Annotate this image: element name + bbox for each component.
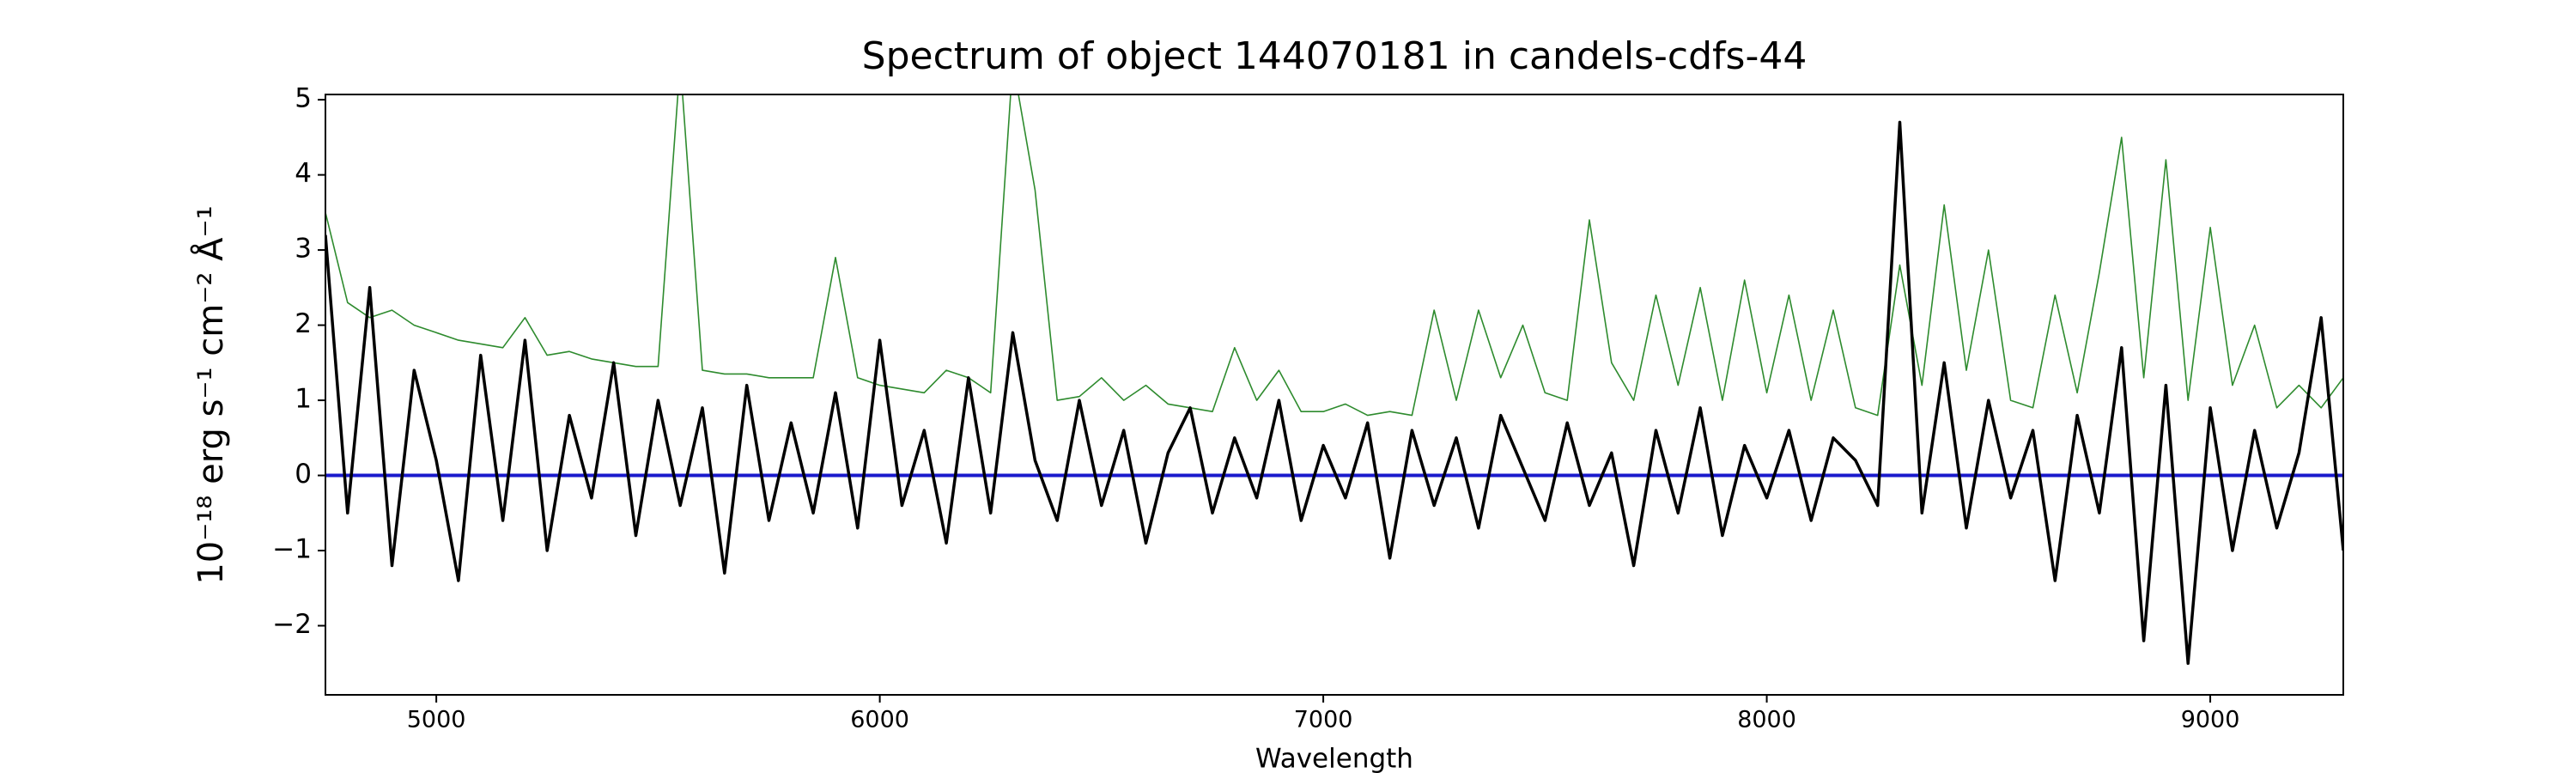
y-tick-label: 0 (295, 459, 312, 490)
y-tick-label: 1 (295, 384, 312, 415)
y-axis-label: 10⁻¹⁸ erg s⁻¹ cm⁻² Å⁻¹ (190, 205, 231, 584)
y-tick-label: 5 (295, 83, 312, 114)
spectrum-line (325, 120, 2343, 666)
x-tick-label: 6000 (850, 707, 909, 733)
x-tick-label: 5000 (407, 707, 466, 733)
y-tick-label: 2 (295, 308, 312, 339)
chart-title: Spectrum of object 144070181 in candels-… (862, 34, 1807, 78)
plot-area (325, 94, 2343, 666)
y-tick-label: −1 (272, 534, 312, 565)
axes-frame (325, 94, 2344, 696)
y-tick-label: −2 (272, 609, 312, 640)
x-tick-label: 7000 (1294, 707, 1353, 733)
spectrum-line (325, 94, 2343, 417)
x-axis-label: Wavelength (1255, 744, 1413, 773)
y-tick-label: 3 (295, 234, 312, 265)
x-tick-label: 8000 (1737, 707, 1796, 733)
y-tick-label: 4 (295, 158, 312, 189)
x-tick-label: 9000 (2181, 707, 2240, 733)
